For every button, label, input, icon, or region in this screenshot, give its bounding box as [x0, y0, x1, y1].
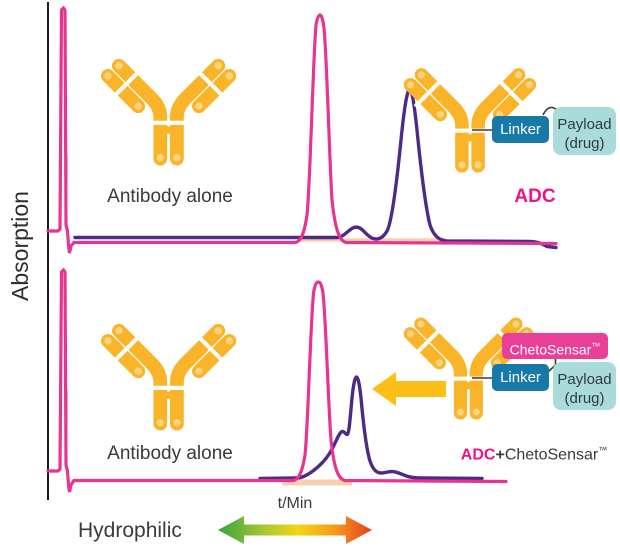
bottom-antibody-trace — [46, 267, 508, 493]
bottom-adc-chetosensar-label: ADC+ChetoSensar™ — [445, 445, 620, 464]
bottom-adc-chetosensar-trace — [258, 375, 484, 481]
antibody-icon — [104, 327, 233, 426]
plus-text: + — [495, 446, 505, 464]
payload-label-line2: (drug) — [564, 390, 605, 407]
trademark-symbol: ™ — [598, 445, 608, 455]
hydrophilic-label: Hydrophilic — [78, 519, 182, 542]
y-axis-label: Absorption — [7, 191, 33, 301]
time-axis-label: t/Min — [277, 495, 313, 512]
payload-label-line2: (drug) — [564, 135, 605, 152]
chetosensar-text: ChetoSensar — [504, 446, 599, 464]
time-gradient-arrow — [218, 516, 372, 544]
top-antibody-trace — [46, 5, 558, 254]
chetosensar-box: ChetoSensar™ — [502, 333, 608, 359]
hydrophilic-shift-arrow — [372, 372, 446, 406]
payload-label-line1: Payload — [557, 116, 612, 133]
top-adc-trace — [73, 88, 558, 250]
chetosensar-box-text: ChetoSensar — [509, 341, 592, 358]
bottom-linker-box: Linker — [492, 364, 549, 391]
top-antibody-alone-label: Antibody alone — [107, 186, 233, 207]
top-adc-label: ADC — [514, 186, 556, 207]
antibody-icon — [104, 62, 233, 161]
top-linker-box: Linker — [492, 116, 549, 143]
bottom-antibody-alone-label: Antibody alone — [107, 443, 233, 464]
adc-text: ADC — [460, 446, 496, 464]
top-payload-box: Payload (drug) — [553, 107, 616, 155]
trademark-symbol: ™ — [591, 341, 601, 351]
bottom-payload-box: Payload (drug) — [553, 362, 616, 410]
payload-label-line1: Payload — [557, 371, 612, 388]
